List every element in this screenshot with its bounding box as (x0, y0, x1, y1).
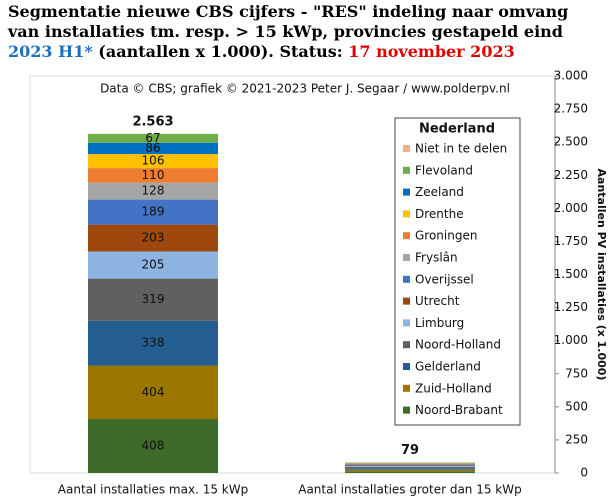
bar-segment (345, 464, 475, 466)
title-part: 17 november 2023 (348, 42, 514, 61)
y-tick-label: 2.000 (554, 201, 588, 215)
bar-segment (345, 466, 475, 469)
bar-segment (88, 154, 218, 169)
bar-segment (345, 468, 475, 470)
bar-segment (88, 224, 218, 252)
legend-swatch (403, 341, 410, 349)
legend-title: Nederland (419, 122, 495, 137)
legend-swatch (403, 232, 410, 240)
legend-box (394, 117, 521, 426)
chart-title: van installaties tm. resp. > 15 kWp, pro… (7, 22, 563, 41)
x-tick-label: Aantal installaties groter dan 15 kWp (298, 483, 522, 497)
legend-label: Noord-Holland (415, 338, 501, 352)
bar-segment (88, 320, 218, 366)
legend-swatch (403, 297, 410, 305)
bar-segment (345, 466, 475, 467)
y-tick-label: 2.750 (554, 102, 588, 116)
legend-swatch (403, 384, 410, 392)
y-tick-label: 500 (565, 399, 588, 413)
legend-label: Limburg (415, 316, 464, 330)
y-tick-label: 250 (565, 432, 588, 446)
data-label: 338 (142, 336, 165, 350)
legend-swatch (403, 210, 410, 218)
bar-segment (345, 471, 475, 473)
bar-segment (88, 133, 218, 143)
legend-label: Groningen (415, 229, 477, 243)
legend-label: Noord-Brabant (415, 403, 503, 417)
legend-label: Utrecht (415, 294, 460, 308)
bar-segment (88, 199, 218, 225)
y-tick-label: 1.000 (554, 333, 588, 347)
legend-swatch (403, 145, 410, 152)
bar-segment (88, 142, 218, 155)
y-tick-label: 1.750 (554, 234, 588, 248)
legend-swatch (403, 254, 410, 261)
legend-swatch (403, 188, 410, 196)
bar-segment (88, 419, 218, 473)
legend-label: Drenthe (415, 207, 464, 221)
legend-label: Zeeland (415, 185, 464, 199)
data-label: 67 (145, 131, 160, 145)
bar-segment (88, 365, 218, 420)
legend-swatch (403, 363, 410, 370)
bar-segment (88, 168, 218, 183)
bar-segment (345, 465, 475, 467)
data-label: 319 (142, 292, 165, 306)
legend-swatch (403, 166, 410, 174)
total-label: 79 (401, 443, 419, 458)
chart-title: 2023 H1* (aantallen x 1.000). Status: 17… (8, 42, 515, 61)
bar-segment (88, 182, 218, 200)
legend-label: Niet in te delen (415, 142, 507, 156)
data-label: 404 (142, 385, 165, 399)
data-label: 106 (142, 154, 165, 168)
legend-label: Flevoland (415, 163, 473, 177)
data-label: 189 (142, 205, 165, 219)
x-tick-label: Aantal installaties max. 15 kWp (58, 483, 248, 497)
y-tick-label: 2.250 (554, 168, 588, 182)
legend-label: Gelderland (415, 360, 481, 374)
y-tick-label: 0 (580, 466, 588, 480)
y-tick-label: 1.500 (554, 267, 588, 281)
title-part: van installaties tm. resp. > 15 kWp, pro… (7, 22, 563, 41)
legend-label: Zuid-Holland (415, 381, 492, 395)
legend-label: Overijssel (415, 272, 474, 286)
legend-swatch (403, 406, 410, 414)
y-axis-label: Aantallen PV installaties (x 1.000) (595, 169, 608, 381)
data-label: 110 (142, 168, 165, 182)
subtitle: Data © CBS; grafiek © 2021-2023 Peter J.… (100, 82, 510, 96)
bar-segment (88, 251, 218, 279)
legend-label: Fryslân (415, 251, 458, 265)
y-tick-label: 2.500 (554, 135, 588, 149)
data-label: 408 (142, 439, 165, 453)
title-part: 2023 H1* (8, 42, 93, 61)
data-label: 205 (142, 258, 165, 272)
legend-swatch (403, 319, 410, 327)
title-part: Segmentatie nieuwe CBS cijfers - "RES" i… (8, 2, 568, 21)
data-label: 203 (142, 231, 165, 245)
chart-title: Segmentatie nieuwe CBS cijfers - "RES" i… (8, 2, 568, 21)
bar-segment (88, 278, 218, 321)
y-tick-label: 750 (565, 366, 588, 380)
title-part: (aantallen x 1.000). Status: (93, 42, 349, 61)
total-label: 2.563 (132, 114, 173, 129)
data-label: 86 (145, 141, 160, 155)
y-tick-label: 3.000 (554, 69, 588, 83)
data-label: 128 (142, 184, 165, 198)
bar-segment (345, 464, 475, 465)
y-tick-label: 1.250 (554, 300, 588, 314)
legend-swatch (403, 275, 410, 283)
bar-segment (345, 469, 475, 472)
